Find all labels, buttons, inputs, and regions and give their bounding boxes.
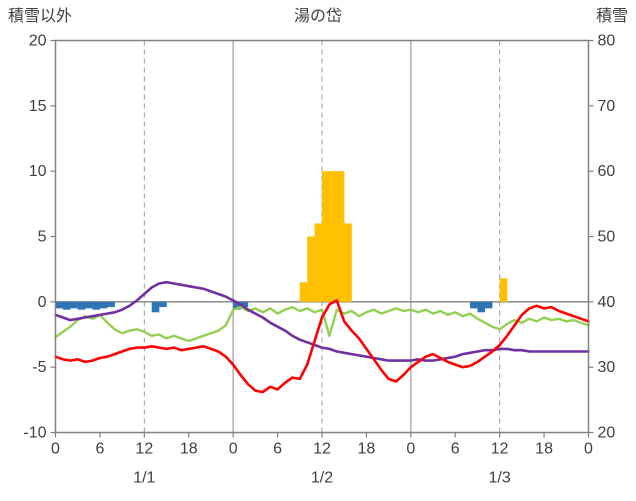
left-axis-title: 積雪以外 [8,8,73,25]
y-left-tick-label: -10 [23,425,46,442]
x-tick-label: 0 [584,441,593,458]
orange-bars-bar [329,171,338,302]
blue-bars-bar [99,301,108,309]
x-tick-label: 0 [229,441,238,458]
orange-bars-bar [322,171,330,302]
y-right-tick-label: 40 [598,294,616,311]
x-tick-label: 6 [451,441,460,458]
x-tick-label: 0 [51,441,60,458]
x-tick-label: 0 [406,441,415,458]
day-label: 1/3 [489,470,511,487]
x-tick-label: 18 [180,441,198,458]
orange-bars-bar [344,223,352,302]
blue-bars-bar [484,301,493,309]
x-tick-label: 12 [491,441,509,458]
y-left-tick-label: 5 [38,229,47,246]
blue-bars-bar [151,301,160,313]
y-right-tick-label: 20 [598,425,616,442]
blue-bars-bar [477,301,486,313]
y-right-tick-label: 70 [598,98,616,115]
y-left-tick-label: 20 [29,33,47,50]
right-axis-title: 積雪 [595,8,628,25]
x-tick-label: 12 [135,441,153,458]
blue-bars-bar [62,301,71,310]
orange-bars-bar [307,236,315,302]
y-right-tick-label: 50 [598,229,616,246]
orange-bars-bar [299,282,308,302]
blue-bars-bar [470,301,478,309]
blue-bars-bar [107,301,115,308]
blue-bars-bar [92,301,101,310]
purple-line [54,280,590,362]
green-line [54,305,590,343]
blue-bars-bar [70,301,78,309]
chart-title: 湯の岱 [293,8,342,25]
day-label: 1/2 [311,470,333,487]
red-line [54,299,590,394]
y-left-tick-label: 15 [29,98,47,115]
x-tick-label: 6 [95,441,104,458]
x-tick-label: 6 [273,441,282,458]
blue-bars-bar [233,301,241,310]
x-tick-label: 12 [313,441,331,458]
orange-bars-bar [499,278,508,302]
orange-bars-bar [314,223,323,302]
y-left-tick-label: -5 [32,359,46,376]
y-left-tick-label: 10 [29,163,47,180]
day-label: 1/1 [133,470,155,487]
blue-bars-bar [55,301,64,309]
blue-bars-bar [85,301,93,309]
orange-bars-bar [336,171,345,302]
blue-bars-bar [240,301,249,308]
blue-bars-bar [77,301,86,310]
blue-bars-bar [159,301,167,308]
y-right-tick-label: 60 [598,163,616,180]
x-tick-label: 18 [358,441,376,458]
y-right-tick-label: 80 [598,33,616,50]
x-tick-label: 18 [535,441,553,458]
y-right-tick-label: 30 [598,359,616,376]
y-left-tick-label: 0 [38,294,47,311]
